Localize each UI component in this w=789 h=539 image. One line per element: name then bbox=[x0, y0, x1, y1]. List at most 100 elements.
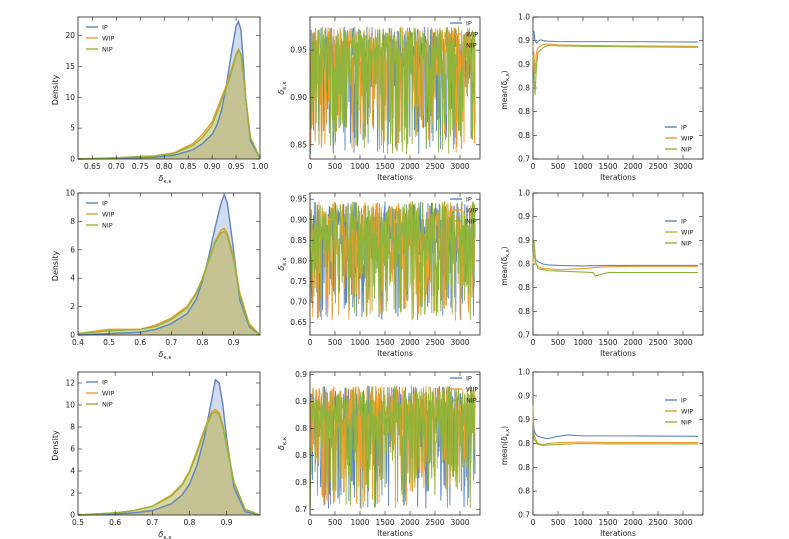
plot-frame bbox=[309, 16, 481, 160]
trace-line-nip bbox=[310, 385, 476, 509]
x-tick-label: 0.6 bbox=[134, 338, 146, 347]
x-tick-label: 0.90 bbox=[204, 162, 221, 171]
y-tick-label: 0.9 bbox=[518, 415, 530, 424]
y-tick-label: 0.95 bbox=[290, 195, 307, 204]
legend-label-nip: NIP bbox=[102, 46, 113, 54]
plot-frame bbox=[532, 16, 704, 160]
trace-row1: 0 500 1000 1500 2000 2500 3000 0.85 0.90 0.95 δκ,κ… bbox=[277, 16, 481, 182]
x-tick-label: 1000 bbox=[350, 338, 369, 347]
x-tick-label: 0 bbox=[308, 518, 313, 527]
density-line-ip bbox=[77, 19, 261, 160]
y-tick-label: 0.9 bbox=[518, 60, 530, 69]
mean-line-nip bbox=[532, 405, 698, 446]
y-tick-label: 0.8 bbox=[518, 107, 530, 116]
legend-label-nip: NIP bbox=[681, 240, 692, 248]
x-tick-label: 0.75 bbox=[132, 162, 149, 171]
x-tick-label: 0 bbox=[531, 518, 536, 527]
y-tick-label: 0.8 bbox=[295, 451, 307, 460]
x-axis-label: Iterations bbox=[377, 349, 413, 358]
x-tick-label: 3000 bbox=[673, 518, 692, 527]
y-tick-label: 0.8 bbox=[518, 487, 530, 496]
y-tick-label: 0.8 bbox=[518, 260, 530, 269]
x-tick-label: 2500 bbox=[648, 162, 667, 171]
density-fill-nip bbox=[78, 231, 260, 335]
legend-label-ip: IP bbox=[681, 218, 687, 226]
trace-line-nip bbox=[310, 201, 476, 321]
axis-label-delta: δκ,κ bbox=[277, 81, 288, 95]
y-tick-label: 0.80 bbox=[290, 256, 307, 265]
y-tick-label: 10 bbox=[65, 93, 75, 102]
trace-line-nip bbox=[310, 26, 476, 155]
x-axis-label: Iterations bbox=[377, 529, 413, 538]
legend-label-ip: IP bbox=[681, 124, 687, 132]
x-tick-label: 0 bbox=[531, 162, 536, 171]
density-row2: 0.4 0.5 0.6 0.7 0.8 0.9 0 2 4 6 8 10 Density δκ,κ IP WI… bbox=[51, 189, 261, 361]
density-fill-nip bbox=[78, 50, 260, 160]
legend-label-wip: WIP bbox=[681, 408, 693, 416]
plot-frame bbox=[532, 192, 704, 336]
y-tick-label: 4 bbox=[70, 274, 75, 283]
plot-frame bbox=[77, 371, 261, 516]
density-row1: 0.65 0.70 0.75 0.80 0.85 0.90 0.95 1.00 0 5 10 15 20… bbox=[51, 16, 269, 185]
y-axis-label: Density bbox=[51, 430, 60, 461]
y-tick-label: 2 bbox=[70, 302, 75, 311]
x-tick-label: 2500 bbox=[648, 518, 667, 527]
y-tick-label: 0.95 bbox=[290, 46, 307, 55]
axis-label-delta: δκ,κ bbox=[277, 436, 288, 450]
mean-line-nip bbox=[532, 240, 698, 277]
x-tick-label: 0.65 bbox=[84, 162, 101, 171]
y-tick-label: 0.70 bbox=[290, 298, 307, 307]
density-fill-nip bbox=[78, 411, 260, 515]
density-fill-wip bbox=[78, 228, 260, 335]
x-tick-label: 3000 bbox=[673, 162, 692, 171]
y-tick-label: 0.85 bbox=[290, 140, 307, 149]
y-tick-label: 0.8 bbox=[518, 131, 530, 140]
x-tick-label: 2500 bbox=[425, 518, 444, 527]
x-tick-label: 2000 bbox=[623, 518, 642, 527]
y-tick-label: 20 bbox=[65, 31, 75, 40]
x-tick-label: 1000 bbox=[573, 162, 592, 171]
legend-label-nip: NIP bbox=[681, 146, 692, 154]
x-tick-label: 2500 bbox=[648, 338, 667, 347]
mean-line-ip bbox=[532, 30, 699, 44]
x-tick-label: 2000 bbox=[400, 338, 419, 347]
y-axis-label: Density bbox=[51, 251, 60, 282]
y-tick-label: 0.9 bbox=[518, 391, 530, 400]
y-tick-label: 6 bbox=[70, 445, 75, 454]
density-fill-ip bbox=[78, 21, 260, 159]
legend-label-wip: WIP bbox=[681, 229, 693, 237]
x-tick-label: 2500 bbox=[425, 338, 444, 347]
mean-row3: 0 500 1000 1500 2000 2500 3000 0.7 0.8 0.8 0.8 0.9 0… bbox=[500, 368, 704, 538]
y-tick-label: 0.7 bbox=[518, 511, 530, 520]
y-tick-label: 12 bbox=[65, 379, 75, 388]
density-fill-wip bbox=[78, 409, 260, 515]
density-fill-ip bbox=[78, 194, 260, 335]
y-tick-label: 0.9 bbox=[295, 370, 307, 379]
x-tick-label: 1500 bbox=[375, 338, 394, 347]
y-tick-label: 0 bbox=[70, 155, 75, 164]
legend-label-ip: IP bbox=[466, 196, 472, 204]
legend-label-wip: WIP bbox=[681, 135, 693, 143]
x-tick-label: 0.8 bbox=[196, 338, 208, 347]
y-axis-label-mean: mean(δκ,κ) bbox=[500, 246, 511, 285]
x-tick-label: 3000 bbox=[450, 338, 469, 347]
y-tick-label: 0.8 bbox=[295, 424, 307, 433]
legend-label-wip: WIP bbox=[466, 386, 478, 394]
legend-label-nip: NIP bbox=[102, 401, 113, 409]
y-tick-label: 0.9 bbox=[518, 236, 530, 245]
y-tick-label: 0.9 bbox=[518, 212, 530, 221]
y-tick-label: 1.0 bbox=[518, 13, 530, 22]
y-tick-label: 0.8 bbox=[518, 307, 530, 316]
legend-label-wip: WIP bbox=[102, 35, 114, 43]
y-axis-label-mean: mean(δκ,κ) bbox=[500, 426, 511, 465]
y-tick-label: 0.8 bbox=[518, 439, 530, 448]
legend-label-wip: WIP bbox=[102, 211, 114, 219]
y-tick-label: 0.90 bbox=[290, 93, 307, 102]
x-tick-label: 0 bbox=[308, 338, 313, 347]
x-tick-label: 2500 bbox=[425, 162, 444, 171]
plot-frame bbox=[77, 192, 261, 336]
density-fill-ip bbox=[78, 379, 260, 515]
density-fill-wip bbox=[78, 49, 260, 159]
x-tick-label: 500 bbox=[551, 162, 566, 171]
